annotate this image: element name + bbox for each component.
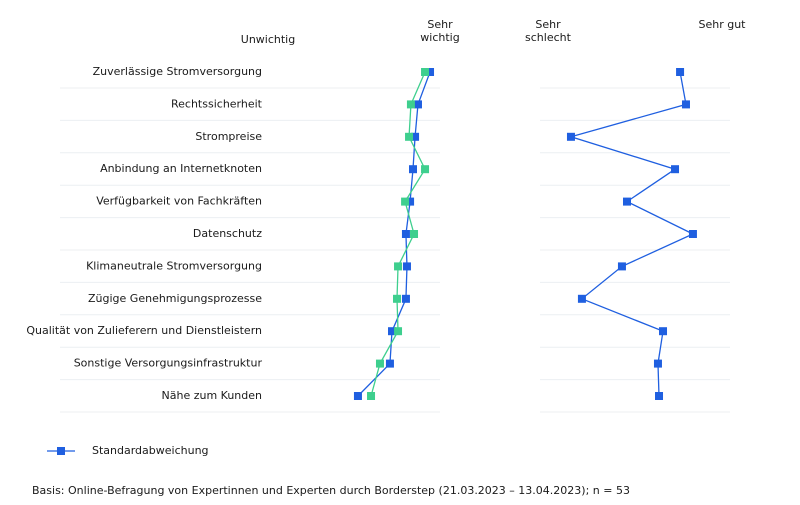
data-point (653, 359, 662, 368)
data-point (405, 132, 414, 141)
category-label: Nähe zum Kunden (162, 389, 263, 402)
axis-end-label: Sehr gut (698, 18, 746, 31)
data-point (688, 230, 697, 238)
data-point (406, 100, 415, 109)
data-point (394, 262, 403, 271)
data-point (676, 68, 685, 76)
data-point (566, 132, 575, 141)
axis-end-label: Sehr wichtig (420, 18, 460, 44)
category-label: Verfügbarkeit von Fachkräften (96, 195, 262, 208)
category-label: Anbindung an Internetknoten (100, 162, 262, 175)
category-label: Rechtssicherheit (171, 97, 263, 110)
category-label: Sonstige Versorgungsinfrastruktur (74, 357, 263, 370)
footnote: Basis: Online-Befragung von Expertinnen … (32, 484, 630, 497)
data-point (622, 197, 631, 206)
axis-end-label: Unwichtig (240, 33, 296, 46)
data-point (655, 392, 664, 400)
data-point (375, 359, 384, 368)
category-label: Zügige Genehmigungsprozesse (88, 292, 262, 305)
data-point (577, 294, 586, 303)
data-point (353, 392, 362, 400)
data-point (401, 230, 410, 238)
data-point (367, 392, 376, 400)
data-point (401, 294, 410, 303)
legend-marker (57, 447, 65, 455)
data-point (413, 100, 422, 109)
legend-label: Standardabweichung (92, 444, 209, 457)
data-point (411, 132, 420, 141)
data-point (385, 359, 394, 368)
data-point (617, 262, 626, 271)
axis-end-label: Sehr schlecht (525, 18, 571, 44)
data-point (408, 165, 417, 174)
data-point (394, 327, 403, 336)
category-label: Zuverlässige Stromversorgung (93, 65, 262, 78)
data-point (401, 197, 410, 206)
data-point (671, 165, 680, 174)
data-point (388, 327, 397, 336)
data-point (681, 100, 690, 109)
category-label: Klimaneutrale Stromversorgung (86, 259, 262, 272)
data-point (421, 68, 430, 76)
category-label: Strompreise (195, 130, 262, 143)
category-label: Datenschutz (193, 227, 262, 240)
data-point (421, 165, 430, 174)
data-point (410, 230, 419, 238)
data-point (393, 294, 401, 303)
data-point (402, 262, 411, 271)
data-point (406, 197, 415, 206)
data-point (659, 327, 668, 336)
category-label: Qualität von Zulieferern und Dienstleist… (26, 324, 262, 337)
data-point (426, 68, 435, 76)
